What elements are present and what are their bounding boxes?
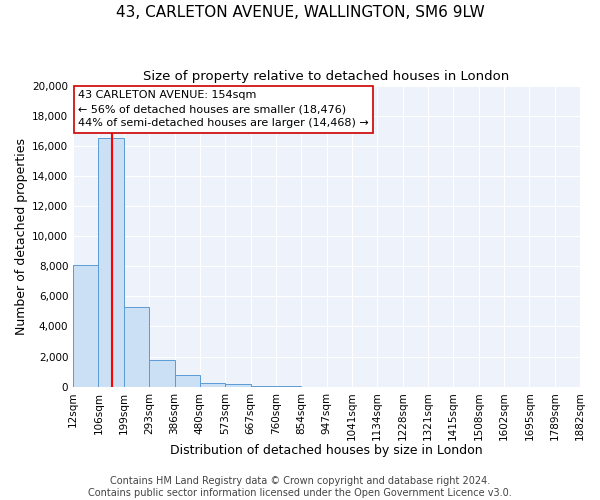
Bar [175, 376, 200, 386]
Bar [149, 360, 175, 386]
Text: 43, CARLETON AVENUE, WALLINGTON, SM6 9LW: 43, CARLETON AVENUE, WALLINGTON, SM6 9LW [116, 5, 484, 20]
X-axis label: Distribution of detached houses by size in London: Distribution of detached houses by size … [170, 444, 483, 458]
Bar [225, 384, 251, 386]
Text: 43 CARLETON AVENUE: 154sqm
← 56% of detached houses are smaller (18,476)
44% of : 43 CARLETON AVENUE: 154sqm ← 56% of deta… [78, 90, 369, 128]
Bar [200, 382, 225, 386]
Bar [73, 264, 98, 386]
Title: Size of property relative to detached houses in London: Size of property relative to detached ho… [143, 70, 510, 83]
Bar [124, 307, 149, 386]
Y-axis label: Number of detached properties: Number of detached properties [15, 138, 28, 334]
Text: Contains HM Land Registry data © Crown copyright and database right 2024.
Contai: Contains HM Land Registry data © Crown c… [88, 476, 512, 498]
Bar [98, 138, 124, 386]
